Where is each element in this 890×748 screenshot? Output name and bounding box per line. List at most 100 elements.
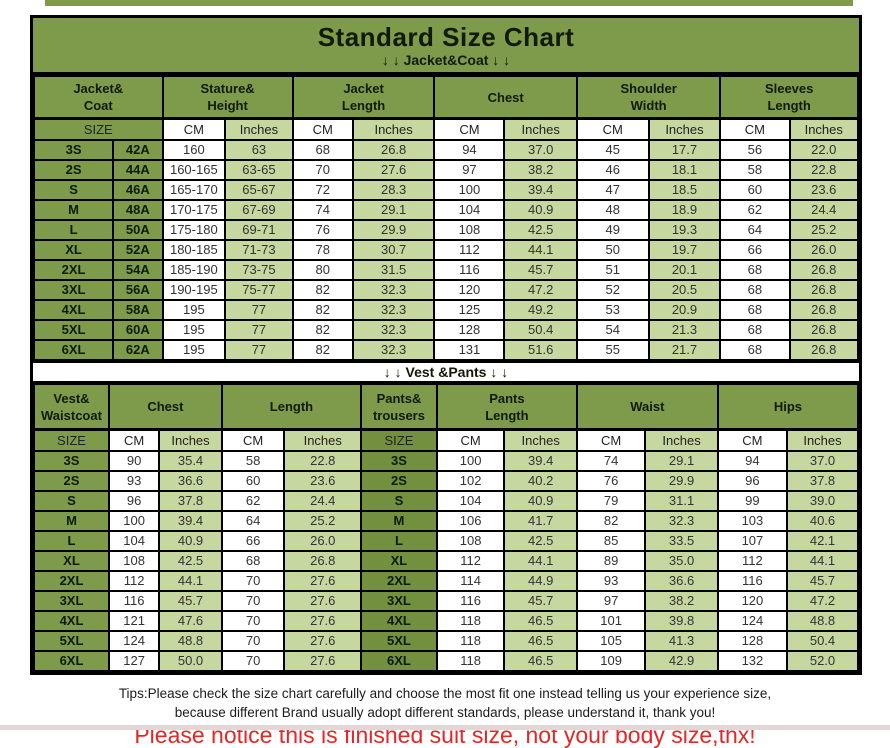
cm-value-cell: 82 bbox=[291, 319, 354, 341]
size-chart: Standard Size Chart ↓ ↓ Jacket&Coat ↓ ↓ … bbox=[30, 15, 862, 675]
inches-value-cell: 49.2 bbox=[503, 299, 578, 321]
cm-value-cell: 60 bbox=[220, 470, 286, 492]
inches-value-cell: 73-75 bbox=[224, 259, 294, 281]
size-cell: L bbox=[33, 530, 110, 552]
cm-value-cell: 120 bbox=[433, 279, 506, 301]
size-cell: 2S bbox=[33, 470, 110, 492]
cm-value-cell: 114 bbox=[435, 570, 506, 592]
cm-value-cell: 76 bbox=[291, 219, 354, 241]
unit-header: Inches bbox=[224, 117, 294, 141]
cm-value-cell: 70 bbox=[220, 590, 286, 612]
inches-value-cell: 22.8 bbox=[283, 450, 363, 472]
column-group-header: Pants& trousers bbox=[360, 383, 438, 431]
column-group-header-row: Jacket& Coat Stature& Height Jacket Leng… bbox=[33, 75, 859, 120]
cm-value-cell: 99 bbox=[716, 490, 789, 512]
inches-value-cell: 27.6 bbox=[351, 159, 436, 181]
table-row: 4XL 58A 195 77 82 32.3 125 49.2 53 20.9 68 26.8 bbox=[32, 299, 860, 321]
inches-value-cell: 45.7 bbox=[786, 570, 859, 592]
inches-value-cell: 40.2 bbox=[503, 470, 578, 492]
table-row: M 100 39.4 64 25.2 M 106 41.7 82 32.3 103 40.6 bbox=[33, 510, 859, 532]
size-cell: 46A bbox=[112, 179, 164, 201]
inches-value-cell: 32.3 bbox=[644, 510, 719, 532]
table-row: XL 52A 180-185 71-73 78 30.7 112 44.1 50 19.7 66 26… bbox=[32, 239, 860, 261]
cm-value-cell: 76 bbox=[575, 470, 647, 492]
inches-value-cell: 32.3 bbox=[351, 339, 436, 361]
inches-value-cell: 20.9 bbox=[647, 299, 722, 321]
column-group-header: Stature& Height bbox=[161, 75, 294, 120]
size-cell: XL bbox=[360, 550, 438, 572]
cm-value-cell: 102 bbox=[435, 470, 506, 492]
cm-value-cell: 70 bbox=[220, 610, 286, 632]
inches-value-cell: 22.0 bbox=[788, 139, 860, 161]
cm-value-cell: 49 bbox=[575, 219, 650, 241]
cm-value-cell: 132 bbox=[716, 650, 789, 672]
cm-value-cell: 116 bbox=[433, 259, 506, 281]
cm-value-cell: 118 bbox=[435, 610, 506, 632]
size-cell: 42A bbox=[112, 139, 164, 161]
cm-value-cell: 116 bbox=[435, 590, 506, 612]
inches-value-cell: 37.8 bbox=[786, 470, 859, 492]
inches-value-cell: 65-67 bbox=[224, 179, 294, 201]
column-group-header: Waist bbox=[575, 383, 719, 431]
size-cell: 5XL bbox=[33, 630, 110, 652]
cm-value-cell: 105 bbox=[575, 630, 647, 652]
cm-value-cell: 112 bbox=[435, 550, 506, 572]
size-cell: 3XL bbox=[33, 590, 110, 612]
size-cell: 52A bbox=[112, 239, 164, 261]
inches-value-cell: 42.5 bbox=[158, 550, 223, 572]
inches-value-cell: 23.6 bbox=[788, 179, 860, 201]
inches-value-cell: 41.3 bbox=[644, 630, 719, 652]
cm-value-cell: 170-175 bbox=[161, 199, 227, 221]
table-row: S 46A 165-170 65-67 72 28.3 100 39.4 47 18.5 60 23.… bbox=[32, 179, 860, 201]
inches-value-cell: 29.9 bbox=[351, 219, 436, 241]
inches-value-cell: 67-69 bbox=[224, 199, 294, 221]
cm-value-cell: 180-185 bbox=[161, 239, 227, 261]
cm-value-cell: 108 bbox=[435, 530, 506, 552]
inches-value-cell: 20.1 bbox=[647, 259, 722, 281]
cm-value-cell: 47 bbox=[575, 179, 650, 201]
table-row: L 104 40.9 66 26.0 L 108 42.5 85 33.5 107 42.1 bbox=[33, 530, 859, 552]
cm-value-cell: 93 bbox=[575, 570, 647, 592]
table-row: 2S 44A 160-165 63-65 70 27.6 97 38.2 46 18.1 58 22.… bbox=[32, 159, 860, 181]
cm-value-cell: 103 bbox=[716, 510, 789, 532]
vest-pants-section-label: ↓ ↓ Vest &Pants ↓ ↓ bbox=[33, 361, 859, 383]
jacket-coat-table: Jacket& Coat Stature& Height Jacket Leng… bbox=[32, 75, 860, 361]
cm-value-cell: 160 bbox=[161, 139, 227, 161]
unit-header: Inches bbox=[503, 428, 578, 452]
cm-value-cell: 108 bbox=[433, 219, 506, 241]
cm-value-cell: 56 bbox=[719, 139, 791, 161]
inches-value-cell: 27.6 bbox=[283, 610, 363, 632]
size-cell: 6XL bbox=[360, 650, 438, 672]
inches-value-cell: 21.7 bbox=[647, 339, 722, 361]
inches-value-cell: 37.0 bbox=[786, 450, 859, 472]
size-cell: 44A bbox=[112, 159, 164, 181]
cm-value-cell: 185-190 bbox=[161, 259, 227, 281]
title-band: Standard Size Chart ↓ ↓ Jacket&Coat ↓ ↓ bbox=[33, 18, 859, 75]
table-row: L 50A 175-180 69-71 76 29.9 108 42.5 49 19.3 64 25.… bbox=[32, 219, 860, 241]
unit-header: Inches bbox=[283, 428, 363, 452]
cm-value-cell: 62 bbox=[719, 199, 791, 221]
cm-value-cell: 45 bbox=[575, 139, 650, 161]
inches-value-cell: 48.8 bbox=[158, 630, 223, 652]
size-cell: 3S bbox=[360, 450, 438, 472]
inches-value-cell: 63 bbox=[224, 139, 294, 161]
cm-value-cell: 104 bbox=[435, 490, 506, 512]
inches-value-cell: 46.5 bbox=[503, 610, 578, 632]
column-group-header: Sleeves Length bbox=[719, 75, 859, 120]
cm-value-cell: 53 bbox=[575, 299, 650, 321]
size-cell: 3S bbox=[33, 450, 110, 472]
cm-value-cell: 106 bbox=[435, 510, 506, 532]
size-cell: M bbox=[33, 510, 110, 532]
size-header: SIZE bbox=[360, 428, 438, 452]
inches-value-cell: 38.2 bbox=[503, 159, 578, 181]
size-cell: 3XL bbox=[32, 279, 115, 301]
tips-line-1: Tips:Please check the size chart careful… bbox=[118, 686, 772, 701]
inches-value-cell: 27.6 bbox=[283, 650, 363, 672]
cm-value-cell: 70 bbox=[291, 159, 354, 181]
column-group-header: Chest bbox=[433, 75, 578, 120]
size-cell: 56A bbox=[112, 279, 164, 301]
inches-value-cell: 33.5 bbox=[644, 530, 719, 552]
cm-value-cell: 100 bbox=[107, 510, 161, 532]
inches-value-cell: 39.4 bbox=[503, 450, 578, 472]
size-cell: 4XL bbox=[360, 610, 438, 632]
